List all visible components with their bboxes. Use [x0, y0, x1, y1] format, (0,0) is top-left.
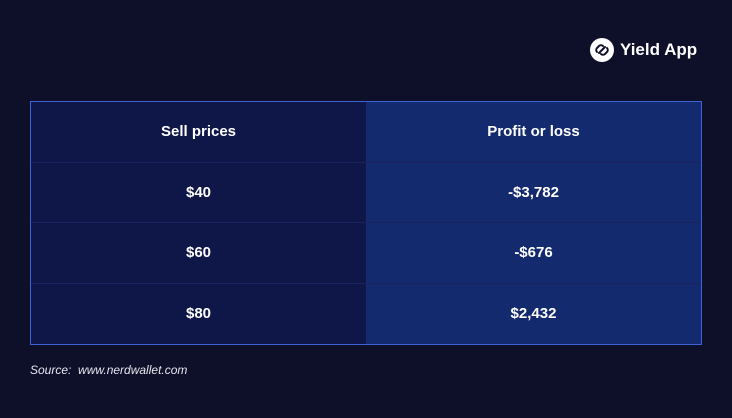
- brand-name: Yield App: [620, 40, 698, 59]
- table-cell: $60: [31, 223, 366, 284]
- table-cell: -$3,782: [366, 162, 701, 223]
- brand-logo: [590, 38, 614, 62]
- source: Source: www.nerdwallet.com: [30, 363, 187, 377]
- table-cell: $40: [31, 162, 366, 223]
- column-header: Sell prices: [31, 102, 366, 163]
- table: Sell prices Profit or loss $40 -$3,782 $60 -$…: [30, 101, 702, 345]
- table-cell: $80: [31, 283, 366, 344]
- table-cell: $2,432: [366, 283, 701, 344]
- source-label: Source:: [30, 363, 72, 377]
- table-cell: -$676: [366, 223, 701, 284]
- source-url: www.nerdwallet.com: [78, 363, 188, 377]
- brand: Yield App: [590, 38, 697, 62]
- column-header: Profit or loss: [366, 102, 701, 163]
